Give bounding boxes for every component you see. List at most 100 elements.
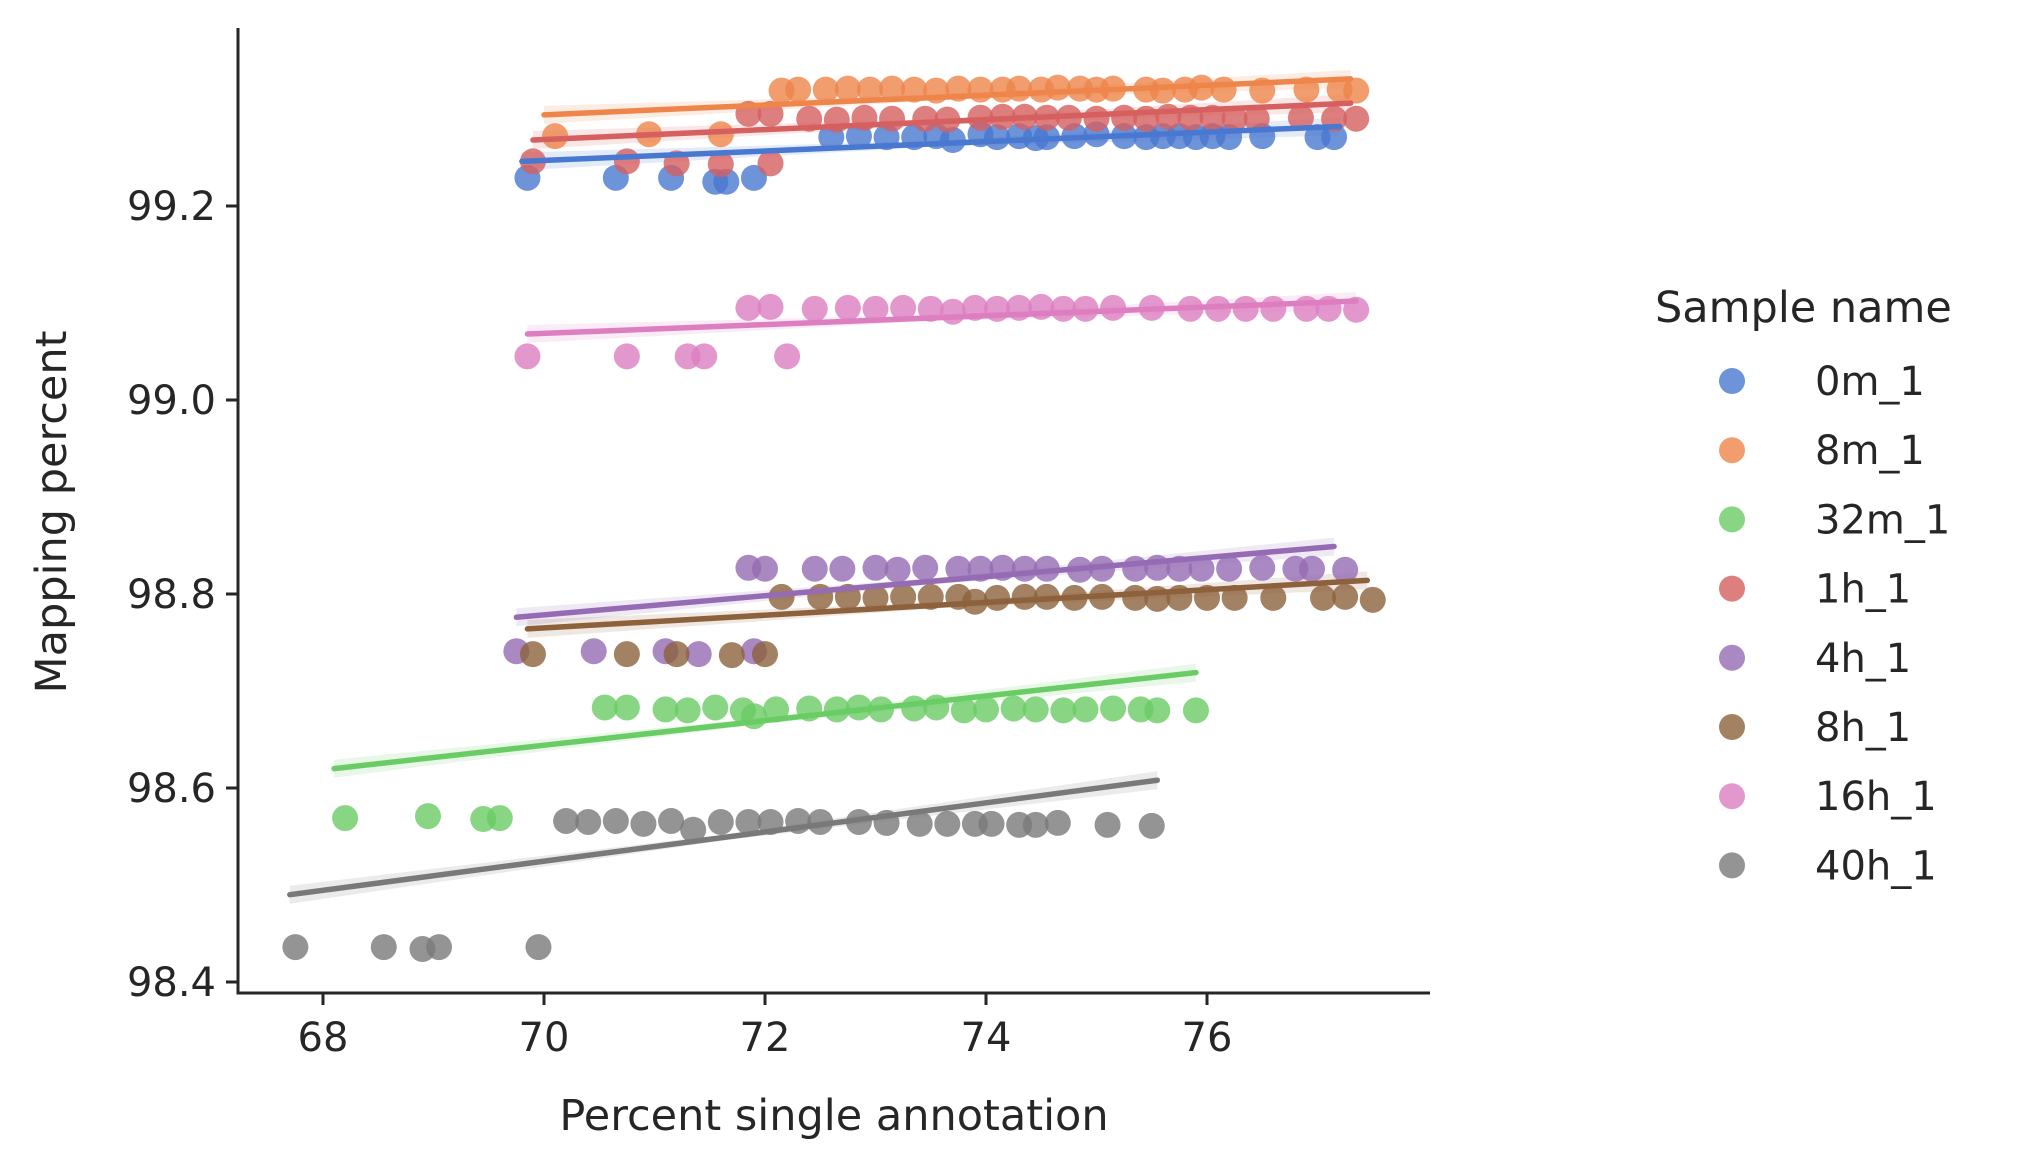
y-tick-label: 98.4 — [127, 960, 216, 1006]
regression-line-40h-1 — [287, 777, 1161, 898]
legend-marker-1h-1 — [1719, 575, 1745, 602]
data-point-40h-1 — [630, 810, 657, 837]
data-point-32m-1 — [414, 803, 441, 830]
data-point-8h-1 — [1310, 584, 1337, 611]
data-point-32m-1 — [901, 695, 928, 722]
data-point-1h-1 — [912, 105, 939, 132]
data-point-8m-1 — [967, 76, 994, 103]
data-point-16h-1 — [514, 343, 541, 370]
data-point-8h-1 — [984, 584, 1011, 611]
data-point-1h-1 — [1221, 105, 1248, 132]
data-point-4h-1 — [752, 555, 778, 582]
data-point-16h-1 — [801, 295, 828, 322]
legend-marker-0m-1 — [1719, 368, 1745, 394]
x-tick-label: 76 — [1182, 1015, 1233, 1061]
legend-label-8h-1: 8h_1 — [1815, 705, 1911, 751]
data-point-8h-1 — [1332, 583, 1359, 610]
y-tick-label: 98.6 — [127, 766, 216, 812]
data-point-4h-1 — [1216, 555, 1243, 582]
legend-label-40h-1: 40h_1 — [1815, 843, 1937, 889]
x-tick-label: 72 — [740, 1015, 791, 1061]
data-point-40h-1 — [707, 808, 734, 835]
data-point-4h-1 — [1188, 555, 1215, 582]
y-axis-label: Mapping percent — [27, 331, 77, 694]
data-point-32m-1 — [1072, 696, 1099, 723]
data-point-32m-1 — [973, 696, 999, 723]
x-tick-label: 70 — [519, 1015, 570, 1061]
data-point-8m-1 — [1149, 77, 1176, 104]
legend-marker-8h-1 — [1719, 714, 1745, 740]
data-point-8h-1 — [1221, 584, 1248, 611]
y-tick-label: 98.8 — [127, 572, 216, 618]
data-point-16h-1 — [1072, 295, 1099, 322]
data-point-40h-1 — [370, 934, 397, 961]
regression-line-8m-1 — [541, 76, 1354, 118]
legend-marker-32m-1 — [1719, 506, 1745, 533]
data-point-0m-1 — [939, 127, 966, 154]
regression-lines — [287, 76, 1370, 898]
data-point-40h-1 — [978, 810, 1005, 837]
data-point-40h-1 — [735, 808, 762, 835]
data-point-4h-1 — [862, 554, 889, 581]
data-point-8h-1 — [1359, 586, 1386, 613]
axis-ticks: 68 70 72 74 76 98.4 98.6 98.8 99.0 99.2 — [127, 184, 1233, 1061]
y-tick-label: 99.2 — [127, 184, 216, 230]
data-point-8h-1 — [519, 641, 546, 668]
data-point-32m-1 — [702, 694, 729, 721]
data-point-4h-1 — [1122, 555, 1149, 582]
data-point-4h-1 — [912, 554, 939, 581]
data-point-1h-1 — [1343, 105, 1370, 132]
data-point-40h-1 — [934, 810, 961, 837]
data-point-40h-1 — [658, 807, 685, 834]
data-point-8h-1 — [1122, 584, 1149, 611]
data-point-40h-1 — [680, 816, 707, 843]
data-point-8h-1 — [718, 642, 745, 669]
regression-line-1h-1 — [530, 100, 1354, 143]
data-point-1h-1 — [1287, 104, 1314, 131]
data-point-40h-1 — [525, 934, 552, 961]
data-point-32m-1 — [674, 697, 701, 724]
data-point-1h-1 — [707, 151, 734, 178]
x-axis-label: Percent single annotation — [559, 1091, 1108, 1141]
legend-title: Sample name — [1655, 283, 1952, 333]
x-tick-label: 74 — [961, 1015, 1012, 1061]
data-point-8m-1 — [1343, 77, 1370, 104]
data-point-40h-1 — [426, 934, 453, 961]
data-point-8h-1 — [613, 641, 640, 668]
data-point-16h-1 — [1260, 295, 1287, 322]
data-point-32m-1 — [591, 694, 618, 721]
regression-line-32m-1 — [331, 669, 1199, 772]
data-point-32m-1 — [1144, 697, 1171, 724]
data-point-32m-1 — [1182, 697, 1209, 724]
data-point-1h-1 — [613, 148, 640, 175]
legend-label-0m-1: 0m_1 — [1815, 359, 1925, 405]
data-point-16h-1 — [939, 298, 966, 325]
regression-line-16h-1 — [524, 298, 1359, 337]
data-point-16h-1 — [1100, 294, 1127, 321]
data-point-16h-1 — [774, 343, 801, 370]
legend-marker-4h-1 — [1719, 644, 1745, 671]
data-point-4h-1 — [685, 641, 712, 668]
data-point-8h-1 — [862, 584, 889, 611]
data-point-40h-1 — [1022, 811, 1049, 838]
legend-label-32m-1: 32m_1 — [1815, 497, 1950, 543]
data-point-40h-1 — [553, 807, 580, 834]
axes — [236, 28, 1430, 995]
data-point-8h-1 — [1011, 583, 1038, 610]
data-point-4h-1 — [829, 555, 856, 582]
confidence-bands — [289, 69, 1368, 904]
data-point-40h-1 — [1094, 811, 1121, 838]
data-point-40h-1 — [906, 810, 933, 837]
data-point-8h-1 — [1260, 584, 1287, 611]
data-point-32m-1 — [1100, 695, 1127, 722]
legend-label-8m-1: 8m_1 — [1815, 428, 1925, 474]
data-point-32m-1 — [1000, 695, 1027, 722]
legend-label-1h-1: 1h_1 — [1815, 567, 1911, 613]
data-point-1h-1 — [757, 150, 784, 177]
data-point-8m-1 — [812, 76, 839, 103]
data-point-16h-1 — [613, 343, 640, 370]
data-point-4h-1 — [945, 555, 972, 582]
data-point-32m-1 — [332, 805, 359, 832]
data-point-40h-1 — [602, 807, 629, 834]
data-point-8m-1 — [1210, 76, 1237, 103]
